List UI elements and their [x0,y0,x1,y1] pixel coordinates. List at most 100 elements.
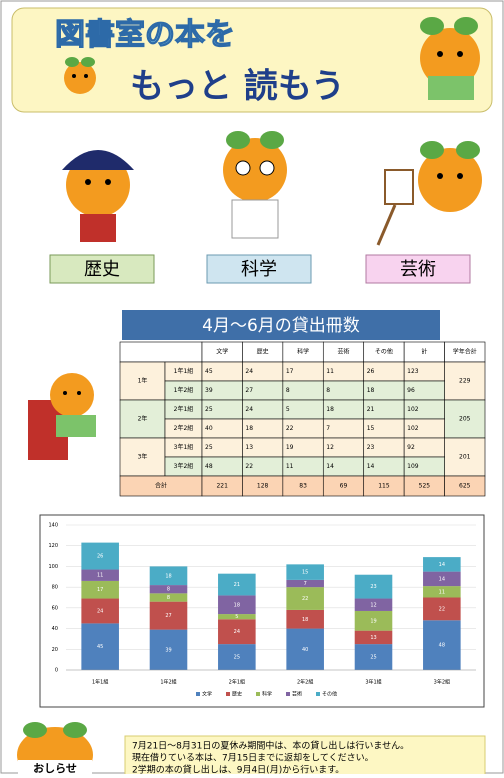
bar-segment [354,610,393,631]
data-label: 24 [97,608,103,614]
cell-text: 23 [367,444,375,451]
mascot [17,722,93,778]
cell-text: 48 [205,463,213,470]
legend-swatch [196,692,200,696]
x-tick-label: 3年2組 [434,679,450,686]
cell-text: 109 [407,463,419,470]
bar-segment [423,586,461,598]
bar-segment [286,628,324,670]
mascot [28,373,96,460]
cell-text: 17 [286,368,294,375]
cell-text: 文学 [216,348,228,356]
cell-text: 221 [216,483,228,490]
cell-text: 2年 [138,415,148,423]
cell-text: 8 [326,387,330,394]
data-label: 45 [97,644,103,650]
data-label: 13 [370,635,376,641]
table-cell [119,399,166,439]
legend-label: 科学 [262,691,272,698]
cell-text: 7 [326,425,330,432]
data-label: 19 [370,618,376,624]
header-box [11,7,493,113]
data-label: 5 [235,614,238,620]
bar-segment [286,564,324,580]
cell-text: 11 [286,463,294,470]
data-label: 22 [439,606,445,612]
cell-text: 14 [326,463,334,470]
bar-segment [81,580,119,599]
data-label: 8 [167,595,170,601]
y-tick-label: 100 [48,564,58,570]
y-tick-label: 140 [48,523,58,529]
cell-text: 27 [245,387,253,394]
bar-segment [81,623,119,670]
data-label: 39 [165,647,171,653]
data-label: 11 [97,573,103,579]
cell-text: 8 [286,387,290,394]
data-label: 26 [97,554,103,560]
table-cell [444,361,486,401]
data-label: 21 [234,582,240,588]
cell-text: 3年1組 [174,443,194,451]
cell-text: 2年1組 [174,405,194,413]
table-cell [444,475,486,497]
legend-swatch [316,692,320,696]
notice-line: 現在借りている本は、7月15日までに返却をしてください。 [132,752,374,764]
title-line1: 図書室の本を [55,18,235,53]
data-label: 24 [234,629,240,635]
data-label: 18 [165,573,171,579]
bar-segment [218,619,256,645]
y-tick-label: 60 [52,605,58,611]
cell-text: 25 [205,406,213,413]
cell-text: 11 [326,368,334,375]
bar-segment [354,630,393,645]
data-label: 14 [439,562,445,568]
bar-segment [81,542,119,570]
bar-segment [149,566,188,586]
cell-text: 24 [245,368,253,375]
bar-segment [423,571,461,587]
cell-text: 13 [245,444,253,451]
cell-text: 21 [367,406,375,413]
notice-badge: おしらせ [33,762,77,774]
cell-text: 18 [326,406,334,413]
data-label: 11 [439,589,445,595]
cell-text: 18 [367,387,375,394]
x-tick-label: 2年2組 [297,679,313,686]
data-label: 7 [304,581,307,587]
cell-text: 22 [286,425,294,432]
cell-text: 102 [407,425,419,432]
mascot [420,17,480,100]
bar-segment [354,574,393,599]
mascot [376,141,482,246]
data-label: 17 [97,587,103,593]
x-tick-label: 2年1組 [229,679,245,686]
bar-segment [286,609,324,629]
bar-segment [81,598,119,624]
data-label: 25 [370,655,376,661]
cell-text: 15 [367,425,375,432]
cell-text: 83 [299,483,307,490]
cell-text: 40 [205,425,213,432]
bar-segment [423,557,461,572]
table-cell [444,399,486,439]
genre-box [365,254,471,284]
cell-text: 229 [459,378,471,385]
cell-text: 96 [407,387,415,394]
cell-text: 2年2組 [174,424,194,432]
table: 文学 歴史 科学 芸術 その他 計 学年合計 1年 229 1年1組 45 24 17 11 26 123 1年… [119,341,486,497]
legend-swatch [256,692,260,696]
cell-text: 69 [340,483,348,490]
cell-text: 計 [421,348,427,356]
cell-text: 5 [286,406,290,413]
cell-text: その他 [375,348,393,356]
data-label: 14 [439,576,445,582]
genre-box [49,254,155,284]
bar-segment [218,614,256,620]
cell-text: 合計 [155,482,167,490]
data-label: 18 [302,617,308,623]
cell-text: 科学 [297,348,309,356]
bar-segment [354,598,393,611]
mascot [62,150,134,242]
